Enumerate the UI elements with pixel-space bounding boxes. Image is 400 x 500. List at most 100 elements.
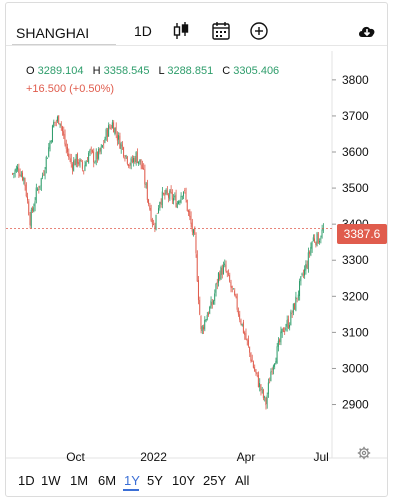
- calendar-icon[interactable]: [210, 20, 232, 42]
- candle-body: [180, 195, 182, 203]
- high-value: 3358.545: [103, 65, 150, 77]
- candle-body: [265, 398, 267, 406]
- candle-body: [159, 202, 161, 209]
- candle-body: [316, 232, 318, 246]
- candle-body: [244, 332, 245, 335]
- candle-body: [290, 311, 292, 326]
- candle-body: [169, 190, 171, 200]
- candle-body: [242, 322, 244, 333]
- candle-body: [138, 161, 139, 164]
- candle-body: [286, 320, 288, 327]
- candle-body: [100, 146, 102, 152]
- candle-body: [53, 121, 55, 128]
- interval-button[interactable]: 1D: [134, 23, 152, 39]
- range-1m[interactable]: 1M: [70, 473, 89, 488]
- candle-body: [315, 242, 317, 245]
- candle-body: [146, 182, 148, 200]
- range-1y[interactable]: 1Y: [124, 473, 140, 488]
- candle-body: [126, 156, 128, 164]
- candle-body: [134, 158, 136, 163]
- change-readout: +16.500 (+0.50%): [26, 83, 114, 95]
- candle-body: [76, 153, 78, 164]
- candle-body: [241, 323, 243, 326]
- candlestick-icon[interactable]: [170, 20, 192, 42]
- candle-body: [175, 194, 177, 208]
- range-1w[interactable]: 1W: [41, 473, 61, 488]
- candle-body: [239, 314, 240, 320]
- candle-body: [150, 207, 152, 221]
- plus-circle-icon[interactable]: [248, 20, 270, 42]
- candle-body: [81, 162, 83, 169]
- candle-body: [46, 157, 48, 159]
- candle-body: [264, 396, 265, 398]
- candle-body: [309, 252, 310, 254]
- candle-body: [114, 127, 116, 134]
- candle-body: [30, 209, 32, 226]
- candle-body: [275, 361, 277, 365]
- candle-body: [254, 367, 255, 372]
- candle-body: [96, 151, 98, 160]
- candle-body: [158, 208, 159, 214]
- candle-body: [60, 123, 62, 127]
- candle-body: [163, 193, 164, 195]
- range-25y[interactable]: 25Y: [203, 473, 227, 488]
- candle-body: [269, 382, 270, 384]
- range-10y[interactable]: 10Y: [172, 473, 196, 488]
- candle-body: [179, 201, 181, 203]
- price-chart[interactable]: 3800370036003500340033003200310030002900…: [6, 3, 387, 496]
- candle-body: [103, 143, 104, 145]
- candle-body: [261, 388, 263, 390]
- candle-body: [236, 296, 238, 310]
- settings-gear-icon[interactable]: [357, 446, 371, 460]
- candle-body: [190, 215, 192, 224]
- candle-body: [172, 198, 174, 201]
- candle-body: [260, 384, 262, 391]
- range-all[interactable]: All: [235, 473, 250, 488]
- symbol-input[interactable]: [12, 21, 120, 45]
- range-1d[interactable]: 1D: [18, 473, 35, 488]
- candle-body: [227, 273, 229, 275]
- candle-body: [206, 314, 208, 321]
- candle-body: [40, 178, 42, 186]
- candle-body: [251, 359, 253, 362]
- candle-body: [230, 282, 232, 288]
- candle-body: [166, 190, 168, 194]
- open-label: O: [26, 65, 35, 77]
- candle-body: [209, 306, 211, 314]
- candle-body: [322, 228, 324, 231]
- candle-body: [184, 189, 186, 192]
- candle-body: [34, 201, 36, 207]
- y-tick-label: 3300: [342, 253, 369, 267]
- candle-body: [240, 320, 242, 325]
- low-value: 3288.851: [167, 65, 214, 77]
- last-price-tag: 3387.6: [337, 224, 387, 244]
- candle-body: [177, 201, 179, 204]
- chart-panel: 1D: [5, 2, 388, 497]
- range-5y[interactable]: 5Y: [147, 473, 163, 488]
- candle-body: [121, 144, 123, 147]
- candle-body: [259, 382, 260, 387]
- range-6m[interactable]: 6M: [98, 473, 117, 488]
- candle-body: [267, 382, 269, 395]
- candle-body: [272, 365, 274, 370]
- candle-body: [149, 205, 151, 210]
- candle-body: [101, 145, 103, 148]
- candle-body: [321, 229, 323, 238]
- candle-body: [201, 326, 203, 331]
- candle-body: [165, 189, 167, 195]
- candle-body: [115, 127, 117, 134]
- candle-body: [93, 151, 94, 163]
- candle-body: [231, 285, 233, 289]
- candle-body: [38, 189, 40, 191]
- candle-body: [21, 172, 23, 181]
- candle-body: [89, 150, 91, 153]
- close-label: C: [222, 65, 231, 77]
- cloud-download-icon[interactable]: [356, 20, 378, 42]
- candle-body: [195, 235, 197, 254]
- candle-body: [120, 143, 122, 150]
- candle-body: [136, 152, 138, 163]
- candle-body: [232, 288, 234, 290]
- candle-body: [66, 146, 68, 152]
- candle-body: [271, 371, 273, 373]
- candle-body: [48, 147, 50, 157]
